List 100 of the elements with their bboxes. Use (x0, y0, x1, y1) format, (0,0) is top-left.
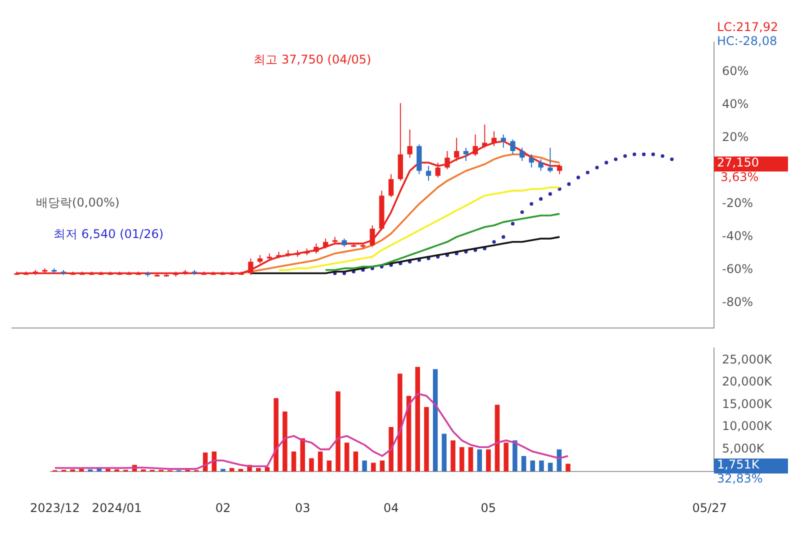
bar (504, 442, 508, 472)
x-tick-label: 02 (215, 500, 231, 515)
bar (326, 460, 332, 472)
point (651, 152, 655, 156)
point (530, 202, 534, 206)
bar (530, 460, 536, 472)
bar (468, 447, 474, 472)
annotation: 최고 37,750 (04/05) (254, 52, 372, 67)
candlestick (322, 238, 328, 250)
bar (309, 458, 314, 472)
y-tick-label: 10,000K (722, 419, 773, 434)
bar (494, 404, 500, 472)
bar (539, 460, 544, 472)
bar (521, 456, 526, 472)
point (520, 210, 524, 214)
y-tick-label: 20% (722, 130, 749, 144)
bar (566, 464, 570, 472)
bar (398, 374, 402, 472)
bar (353, 452, 358, 472)
text: HC:-28,08 (717, 34, 778, 48)
bar (106, 468, 110, 472)
bar (548, 462, 553, 472)
bar (344, 442, 350, 472)
point (604, 160, 608, 164)
y-tick-label: -40% (722, 229, 754, 244)
annotation: 배당락(0,00%) (36, 196, 120, 210)
y-tick-label: 20,000K (722, 374, 773, 389)
y-tick-label: -80% (722, 295, 754, 310)
y-tick-label: -20% (722, 196, 754, 210)
bar (229, 468, 234, 472)
text: 32,83% (717, 471, 763, 486)
point (632, 152, 636, 156)
candlestick (426, 165, 432, 182)
candlestick (520, 147, 525, 162)
candlestick (407, 129, 412, 158)
bar (442, 434, 447, 472)
text: 27,150 (717, 156, 759, 170)
candlestick (528, 154, 534, 168)
point (623, 154, 627, 158)
text: LC:217,92 (717, 20, 778, 34)
bar (274, 398, 278, 472)
x-tick-label: 04 (383, 500, 399, 515)
bar (486, 449, 491, 472)
bar (336, 391, 340, 472)
point (510, 222, 515, 226)
bar (70, 469, 76, 472)
bar (450, 440, 456, 472)
candlestick (463, 147, 469, 162)
bar (477, 449, 482, 472)
bar (256, 468, 261, 472)
x-tick-label: 2023/12 (30, 500, 80, 515)
bar (388, 427, 394, 472)
y-tick-label: 15,000K (722, 396, 773, 411)
bar (512, 440, 518, 472)
y-tick-label: 60% (722, 64, 749, 78)
candlestick (370, 224, 375, 248)
x-tick-label: 03 (294, 500, 310, 515)
point (567, 182, 571, 186)
point (586, 170, 590, 174)
x-tick-label: 05/27 (692, 500, 727, 515)
bar (362, 460, 367, 472)
point (502, 235, 506, 239)
point (548, 192, 552, 196)
bar (220, 468, 226, 472)
y-tick-label: 40% (722, 96, 749, 111)
candlestick (314, 243, 319, 254)
bar (318, 452, 323, 472)
candlestick (510, 138, 516, 155)
y-tick-label: 5,000K (722, 441, 766, 456)
point (576, 176, 580, 180)
bar (371, 462, 376, 472)
bar (141, 469, 146, 472)
candlestick (444, 150, 450, 170)
bar (415, 366, 420, 472)
candlestick (548, 147, 553, 174)
point (539, 197, 543, 201)
bar (264, 467, 270, 472)
point (614, 157, 618, 162)
bar (424, 407, 429, 472)
x-tick-label: 2024/01 (92, 500, 142, 515)
bar (300, 438, 306, 472)
bar (432, 369, 438, 472)
point (660, 154, 664, 158)
annotation: 최저 6,540 (01/26) (54, 227, 164, 242)
point (492, 240, 496, 244)
bar (380, 460, 385, 472)
text: 1,751K (717, 458, 760, 472)
candlestick (538, 158, 544, 172)
x-tick-label: 05 (480, 500, 496, 515)
candlestick (435, 162, 440, 178)
bar (282, 411, 288, 472)
bar (459, 447, 464, 472)
y-tick-label: -60% (722, 262, 754, 276)
y-tick-label: 25,000K (722, 352, 773, 366)
point (595, 166, 599, 170)
point (642, 152, 646, 156)
point (670, 157, 674, 162)
bar (79, 468, 84, 472)
text: 3,63% (720, 170, 759, 184)
bar (291, 452, 296, 472)
